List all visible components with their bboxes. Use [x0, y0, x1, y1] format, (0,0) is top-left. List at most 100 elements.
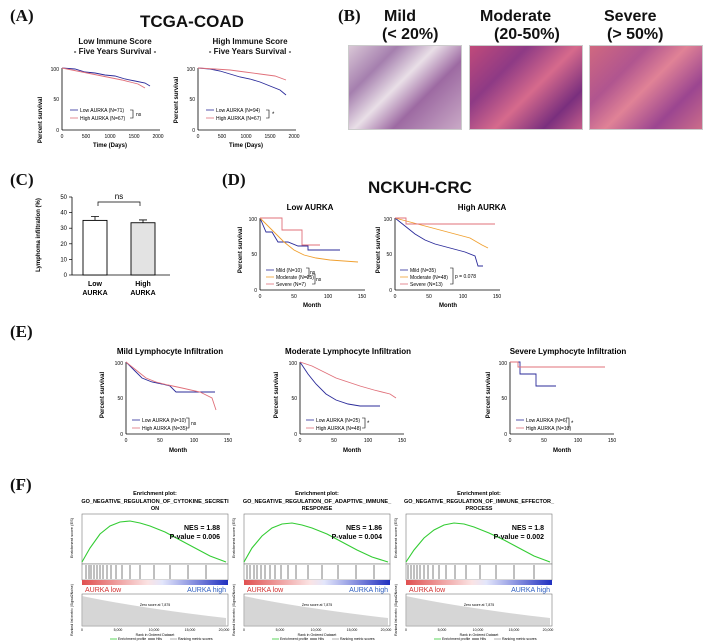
svg-text:50: 50: [426, 294, 432, 300]
c-ytick-label: 40: [60, 211, 67, 217]
a-right-ylabel: Percent survival: [174, 76, 180, 123]
svg-text:Ranked list metric (Signal2Noi: Ranked list metric (Signal2Noise): [70, 584, 74, 636]
svg-text:GO_NEGATIVE_REGULATION_OF_CYTO: GO_NEGATIVE_REGULATION_OF_CYTOKINE_SECRE…: [81, 499, 229, 505]
svg-text:0: 0: [197, 134, 200, 140]
b-severe-title: Severe: [604, 8, 657, 25]
panel-label-f: (F): [10, 475, 32, 494]
b-moderate-title: Moderate: [480, 8, 552, 25]
gsea-plot-1: Enrichment plot: GO_NEGATIVE_REGULATION_…: [70, 491, 229, 641]
svg-text:AURKA high: AURKA high: [187, 587, 226, 594]
svg-text:150: 150: [224, 438, 233, 444]
svg-text:50: 50: [291, 294, 297, 300]
svg-text:10,000: 10,000: [473, 628, 484, 632]
svg-text:ns: ns: [310, 270, 316, 276]
svg-text:Zero score at 7,875: Zero score at 7,875: [464, 603, 494, 607]
svg-text:Month: Month: [169, 448, 187, 454]
svg-text:100: 100: [289, 361, 298, 367]
svg-text:PROCESS: PROCESS: [466, 506, 493, 512]
svg-text:P-value = 0.004: P-value = 0.004: [332, 534, 383, 541]
svg-text:150: 150: [398, 438, 407, 444]
svg-text:15,000: 15,000: [185, 628, 196, 632]
gsea-plot-2: Enrichment plot: GO_NEGATIVE_REGULATION_…: [231, 491, 392, 641]
svg-text:50: 50: [117, 396, 123, 402]
svg-text:0: 0: [394, 294, 397, 300]
svg-text:50: 50: [53, 97, 59, 103]
panel-d-km-plots: Low AURKA Percent survival 100 50 0 0 50…: [238, 203, 507, 309]
svg-text:Enrichment plot:: Enrichment plot:: [295, 491, 339, 497]
svg-text:0: 0: [405, 628, 407, 632]
svg-text:Low AURKA (N=6): Low AURKA (N=6): [526, 418, 568, 424]
svg-text:0: 0: [504, 432, 507, 438]
e-severe-title: Severe Lymphocyte Infiltration: [510, 347, 627, 356]
svg-text:50: 50: [501, 396, 507, 402]
svg-text:ON: ON: [151, 506, 159, 512]
a-left-low-curve: [61, 67, 151, 87]
svg-text:Zero score at 7,875: Zero score at 7,875: [302, 603, 332, 607]
a-left-sig: ns: [136, 112, 142, 118]
c-bar-2: [130, 222, 156, 276]
svg-text:NES = 1.8: NES = 1.8: [512, 525, 544, 532]
c-cat2-line1: High: [135, 281, 151, 288]
a-right-subtitle: - Five Years Survival -: [208, 47, 292, 56]
c-ytick-label: 0: [64, 273, 68, 279]
svg-text:ns: ns: [316, 277, 322, 283]
svg-text:0: 0: [389, 288, 392, 294]
svg-text:Enrichment plot:: Enrichment plot:: [457, 491, 501, 497]
svg-text:P-value = 0.006: P-value = 0.006: [170, 534, 221, 541]
a-right-legend-1: Low AURKA (N=94): [216, 108, 260, 114]
svg-text:Enrichment profile: Enrichment profile: [118, 637, 146, 641]
svg-text:Percent survival: Percent survival: [274, 371, 280, 418]
panel-c-bar-chart: Lymphoma infiltration (%) 50 40 30 20 10 0 ns…: [36, 192, 170, 297]
nckuh-title: NCKUH-CRC: [368, 178, 472, 197]
b-moderate-sub: (20-50%): [494, 26, 560, 43]
svg-text:1000: 1000: [104, 134, 115, 140]
svg-text:100: 100: [249, 217, 258, 223]
svg-text:AURKA low: AURKA low: [85, 587, 122, 594]
a-left-ylabel: Percent survival: [38, 96, 44, 143]
svg-text:Ranked list metric (Signal2Noi: Ranked list metric (Signal2Noise): [394, 584, 398, 636]
panel-label-d: (D): [222, 170, 246, 189]
svg-text:100: 100: [187, 67, 196, 73]
svg-text:0: 0: [56, 128, 59, 134]
svg-text:500: 500: [82, 134, 91, 140]
histology-moderate-image: [469, 45, 583, 130]
svg-text:AURKA low: AURKA low: [409, 587, 446, 594]
svg-text:Month: Month: [553, 448, 571, 454]
svg-text:Moderate (N=48): Moderate (N=48): [410, 275, 448, 281]
c-ytick-label: 50: [60, 195, 67, 201]
svg-text:0: 0: [509, 438, 512, 444]
svg-text:0: 0: [81, 628, 83, 632]
c-sig: ns: [115, 192, 123, 201]
svg-text:100: 100: [574, 438, 583, 444]
panel-e-km-plots: Mild Lymphocyte Infiltration Percent sur…: [100, 347, 627, 454]
svg-text:100: 100: [324, 294, 333, 300]
e-moderate-title: Moderate Lymphocyte Infiltration: [285, 347, 411, 356]
svg-text:Low AURKA (N=10): Low AURKA (N=10): [142, 418, 186, 424]
svg-text:NES = 1.86: NES = 1.86: [346, 525, 382, 532]
a-left-title: Low Immune Score: [78, 37, 152, 46]
svg-text:0: 0: [259, 294, 262, 300]
svg-text:Rank in Ordered Dataset: Rank in Ordered Dataset: [136, 633, 175, 637]
svg-text:*: *: [367, 421, 370, 427]
svg-text:AURKA high: AURKA high: [511, 587, 550, 594]
d-right-xlabel: Month: [439, 303, 457, 309]
svg-text:Mild (N=10): Mild (N=10): [276, 268, 302, 274]
a-right-xlabel: Time (Days): [229, 143, 263, 149]
svg-text:5,000: 5,000: [114, 628, 123, 632]
svg-text:Hits: Hits: [480, 637, 486, 641]
svg-text:Ranking metric scores: Ranking metric scores: [502, 637, 537, 641]
d-left-ylabel: Percent survival: [238, 226, 244, 273]
d-left-title: Low AURKA: [287, 203, 334, 212]
svg-text:0: 0: [254, 288, 257, 294]
svg-text:15,000: 15,000: [509, 628, 520, 632]
svg-text:High AURKA (N=35): High AURKA (N=35): [142, 426, 187, 432]
c-ytick-label: 30: [60, 226, 67, 232]
svg-text:0: 0: [294, 432, 297, 438]
svg-text:150: 150: [493, 294, 502, 300]
a-right-title: High Immune Score: [212, 37, 288, 46]
a-right-high-curve: [197, 67, 287, 81]
histology-severe-image: [589, 45, 703, 130]
svg-text:AURKA high: AURKA high: [349, 587, 388, 594]
a-left-legend-2: High AURKA (N=67): [80, 116, 125, 122]
svg-text:Hits: Hits: [318, 637, 324, 641]
